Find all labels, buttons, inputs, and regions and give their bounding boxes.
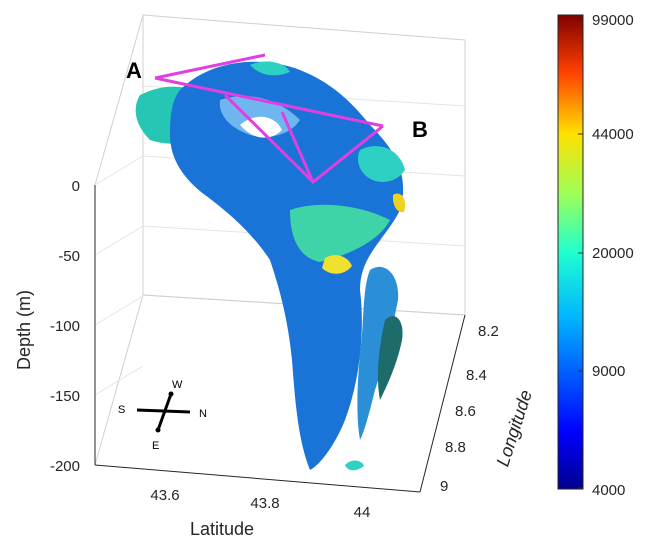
compass-e: E <box>152 440 159 452</box>
colorbar-tick: 44000 <box>592 126 634 143</box>
z-tick: -150 <box>50 388 80 405</box>
x-tick: 43.6 <box>150 487 179 504</box>
surface-dark-strand <box>377 316 403 400</box>
isosurface <box>135 61 406 471</box>
surface-yellow-spot-2 <box>392 193 406 213</box>
transect-lines <box>154 53 384 185</box>
surface-yellow-spot <box>322 255 352 274</box>
colorbar-gradient <box>557 14 584 490</box>
colorbar-tick: 99000 <box>592 12 634 29</box>
z-tick: -100 <box>50 318 80 335</box>
surface-teal-right <box>357 146 405 182</box>
colorbar-tick: 20000 <box>592 245 634 262</box>
colorbar-tick: 4000 <box>592 482 625 499</box>
y-tick: 9 <box>440 478 448 495</box>
z-tick-labels: 0 -50 -100 -150 -200 <box>50 178 80 475</box>
surface-teal-small <box>345 460 364 471</box>
surface-right-strand <box>357 266 399 440</box>
y-tick: 8.8 <box>445 439 466 456</box>
y-tick: 8.6 <box>455 403 476 420</box>
axis-lines <box>94 185 466 493</box>
compass-w: W <box>172 379 183 391</box>
colorbar: 99000 44000 20000 9000 4000 <box>557 12 634 499</box>
surface-main-body <box>170 61 404 470</box>
compass-icon: W N S E <box>118 379 207 452</box>
z-axis-label: Depth (m) <box>14 290 34 370</box>
z-tick: 0 <box>72 178 80 195</box>
y-tick-labels: 8.2 8.4 8.6 8.8 9 <box>440 323 499 495</box>
transect-label-b: B <box>412 117 428 142</box>
x-tick: 43.8 <box>250 495 279 512</box>
y-tick: 8.4 <box>466 367 487 384</box>
surface-teal-top <box>250 61 290 76</box>
z-tick: -50 <box>58 248 80 265</box>
y-tick: 8.2 <box>478 323 499 340</box>
colorbar-tick: 9000 <box>592 363 625 380</box>
colorbar-ticks: 99000 44000 20000 9000 4000 <box>592 12 634 499</box>
x-axis-label: Latitude <box>190 519 254 539</box>
z-tick: -200 <box>50 458 80 475</box>
y-axis-label: Longitude <box>493 387 536 468</box>
x-tick: 44 <box>354 504 371 521</box>
x-tick-labels: 43.6 43.8 44 <box>150 487 370 521</box>
compass-s: S <box>118 404 125 416</box>
compass-n: N <box>199 408 207 420</box>
surface-teal-mid <box>290 204 390 262</box>
transect-label-a: A <box>126 58 142 83</box>
